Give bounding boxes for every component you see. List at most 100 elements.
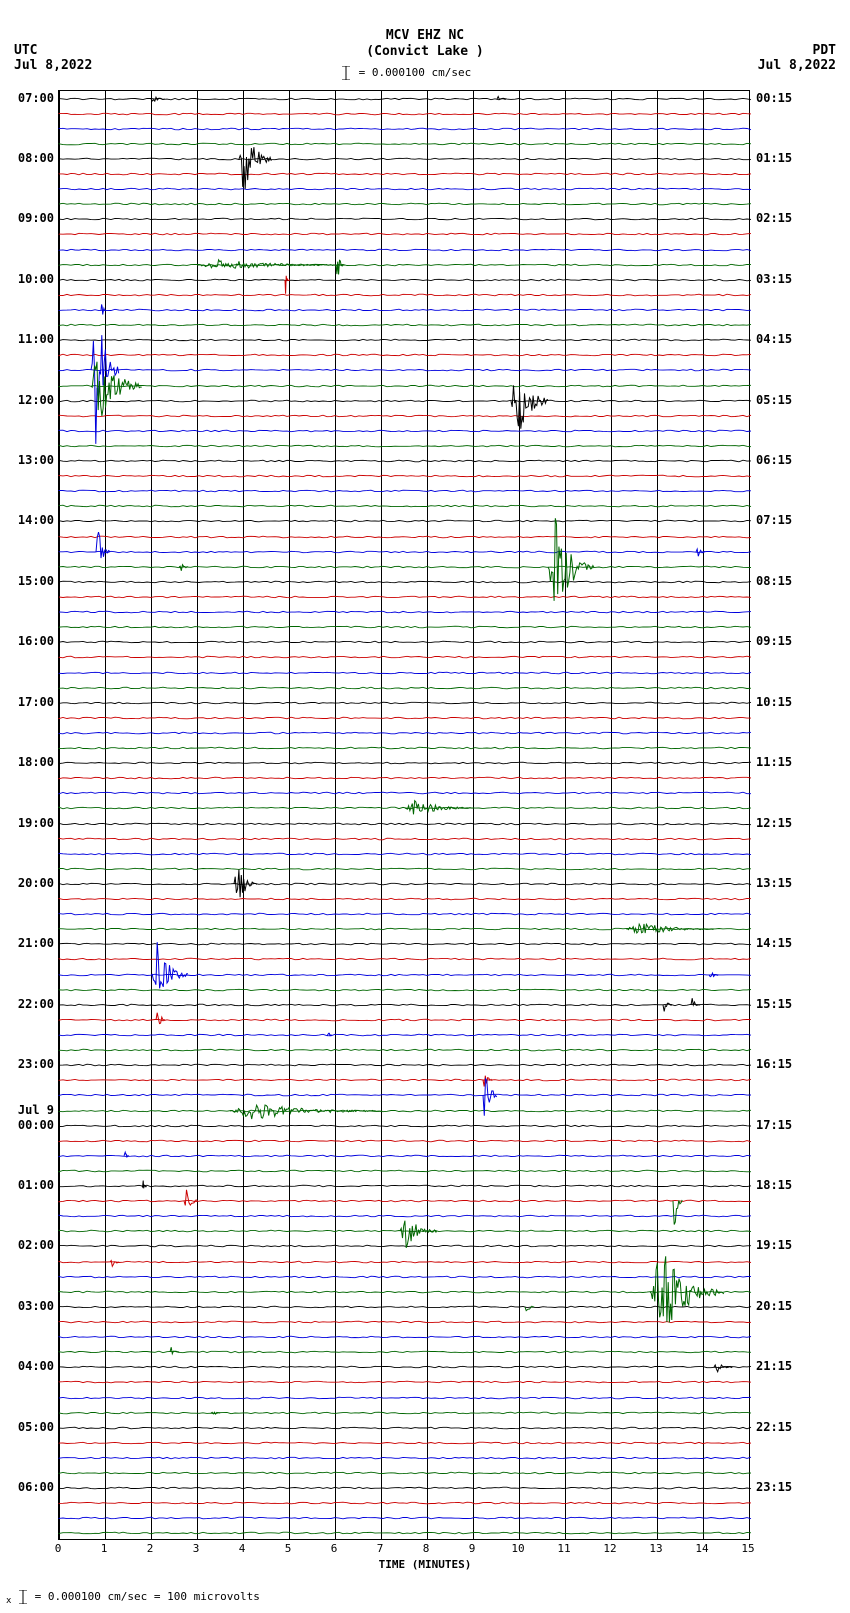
trace-line	[59, 1348, 751, 1356]
trace-line	[59, 1514, 751, 1522]
trace-line	[59, 880, 751, 888]
trace-line	[59, 1409, 751, 1417]
trace-line	[59, 502, 751, 510]
trace-line	[59, 155, 751, 163]
left-tz: UTC	[14, 43, 37, 58]
trace-line	[59, 1363, 751, 1371]
trace-line	[59, 533, 751, 541]
utc-time-label: 20:00	[18, 876, 54, 890]
seismic-event	[179, 561, 188, 573]
seismic-event	[650, 1244, 724, 1340]
trace-line	[59, 1394, 751, 1402]
x-tick: 14	[695, 1542, 708, 1555]
pdt-time-label: 04:15	[756, 332, 792, 346]
pdt-time-label: 21:15	[756, 1359, 792, 1373]
right-tz: PDT	[813, 43, 836, 58]
x-tick: 7	[377, 1542, 384, 1555]
seismic-event	[483, 1055, 497, 1135]
trace-line	[59, 895, 751, 903]
utc-time-label: 18:00	[18, 755, 54, 769]
scale-bar: = 0.000100 cm/sec	[340, 66, 471, 80]
pdt-time-label: 03:15	[756, 272, 792, 286]
trace-line	[59, 1469, 751, 1477]
seismic-event	[234, 861, 257, 907]
x-tick: 13	[649, 1542, 662, 1555]
x-tick: 15	[741, 1542, 754, 1555]
pdt-time-label: 05:15	[756, 393, 792, 407]
trace-line	[59, 1046, 751, 1054]
trace-line	[59, 593, 751, 601]
trace-line	[59, 366, 751, 374]
trace-line	[59, 230, 751, 238]
pdt-time-label: 23:15	[756, 1480, 792, 1494]
trace-line	[59, 699, 751, 707]
trace-line	[59, 789, 751, 797]
trace-line	[59, 140, 751, 148]
trace-line	[59, 321, 751, 329]
utc-time-label: 05:00	[18, 1420, 54, 1434]
utc-time-label: 22:00	[18, 997, 54, 1011]
trace-line	[59, 427, 751, 435]
trace-line	[59, 1333, 751, 1341]
trace-line	[59, 291, 751, 299]
pdt-time-label: 19:15	[756, 1238, 792, 1252]
trace-line	[59, 336, 751, 344]
trace-line	[59, 1122, 751, 1130]
trace-line	[59, 1076, 751, 1084]
utc-time-label: 12:00	[18, 393, 54, 407]
pdt-time-label: 22:15	[756, 1420, 792, 1434]
seismic-event	[110, 1254, 119, 1270]
trace-line	[59, 623, 751, 631]
trace-line	[59, 669, 751, 677]
trace-line	[59, 744, 751, 752]
seismic-event	[142, 1176, 147, 1196]
trace-line	[59, 1137, 751, 1145]
right-date: Jul 8,2022	[758, 58, 836, 73]
x-tick: 3	[193, 1542, 200, 1555]
trace-line	[59, 1167, 751, 1175]
x-tick: 11	[557, 1542, 570, 1555]
seismic-event	[156, 998, 165, 1042]
trace-line	[59, 850, 751, 858]
trace-line	[59, 1107, 751, 1115]
trace-line	[59, 1061, 751, 1069]
seismic-event	[211, 1407, 220, 1419]
seismic-event	[91, 341, 142, 431]
seismic-event	[405, 800, 474, 816]
trace-line	[59, 1318, 751, 1326]
trace-line	[59, 261, 751, 269]
seismogram-container: MCV EHZ NC (Convict Lake ) = 0.000100 cm…	[0, 0, 850, 1613]
seismic-event	[714, 1359, 732, 1375]
trace-line	[59, 185, 751, 193]
trace-line	[59, 638, 751, 646]
x-tick: 0	[55, 1542, 62, 1555]
trace-line	[59, 200, 751, 208]
utc-time-label: 08:00	[18, 151, 54, 165]
x-tick: 1	[101, 1542, 108, 1555]
trace-line	[59, 1484, 751, 1492]
trace-line	[59, 1303, 751, 1311]
seismic-event	[327, 1029, 332, 1041]
trace-line	[59, 397, 751, 405]
left-date: Jul 8,2022	[14, 58, 92, 73]
seismic-event	[663, 995, 672, 1015]
pdt-time-label: 15:15	[756, 997, 792, 1011]
seismic-event	[511, 356, 548, 446]
seismic-event	[239, 119, 271, 199]
trace-line	[59, 835, 751, 843]
trace-line	[59, 1197, 751, 1205]
seismic-event	[626, 922, 714, 936]
pdt-time-label: 10:15	[756, 695, 792, 709]
trace-line	[59, 1424, 751, 1432]
trace-line	[59, 759, 751, 767]
pdt-time-label: 13:15	[756, 876, 792, 890]
trace-line	[59, 1182, 751, 1190]
trace-line	[59, 578, 751, 586]
seismic-event	[184, 1187, 198, 1215]
pdt-time-label: 18:15	[756, 1178, 792, 1192]
seismic-event	[197, 259, 345, 271]
utc-time-label: 14:00	[18, 513, 54, 527]
trace-line	[59, 110, 751, 118]
utc-time-label: 19:00	[18, 816, 54, 830]
trace-line	[59, 1273, 751, 1281]
